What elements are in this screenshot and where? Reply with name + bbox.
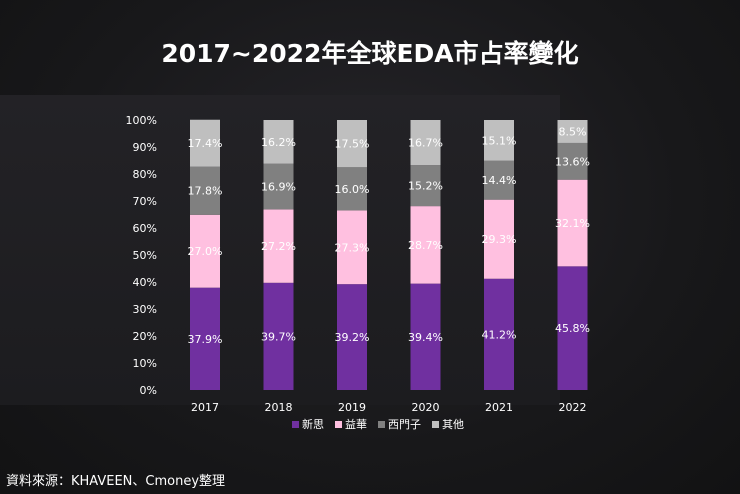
legend-swatch: [292, 421, 299, 428]
bar-segment: [190, 166, 220, 215]
y-tick-label: 90%: [133, 141, 157, 154]
data-label: 16.7%: [408, 137, 443, 150]
bar-segment: [190, 119, 220, 167]
data-label: 13.6%: [555, 155, 590, 168]
data-label: 17.8%: [188, 185, 223, 198]
bar-segment: [410, 120, 441, 166]
bar-segment: [484, 199, 514, 279]
y-tick-label: 20%: [133, 330, 157, 343]
bar-segment: [263, 163, 294, 210]
data-label: 39.7%: [261, 330, 296, 343]
legend-swatch: [432, 421, 439, 428]
bar-segment: [263, 120, 294, 164]
bar-segment: [337, 120, 367, 168]
bar-segment: [410, 283, 441, 390]
legend-label: 新思: [302, 417, 324, 431]
bar-segment: [337, 210, 367, 285]
data-label: 17.5%: [335, 138, 370, 151]
x-tick-label: 2018: [265, 401, 293, 414]
data-label: 39.4%: [408, 331, 443, 344]
legend-label: 益華: [345, 417, 367, 431]
data-label: 14.4%: [482, 174, 517, 187]
y-tick-label: 50%: [133, 249, 157, 262]
bar-segment: [484, 278, 514, 390]
bar-segment: [410, 165, 441, 207]
y-tick-label: 100%: [126, 114, 157, 127]
data-label: 15.1%: [482, 134, 517, 147]
y-tick-label: 30%: [133, 303, 157, 316]
bar-segment: [190, 287, 220, 390]
data-label: 17.4%: [188, 137, 223, 150]
data-label: 16.9%: [261, 181, 296, 194]
bar-segment: [557, 120, 588, 143]
bar-segment: [484, 160, 514, 200]
data-label: 27.0%: [188, 245, 223, 258]
data-label: 16.2%: [261, 136, 296, 149]
data-label: 27.2%: [261, 240, 296, 253]
y-tick-label: 80%: [133, 168, 157, 181]
y-tick-label: 40%: [133, 276, 157, 289]
bar-segment: [410, 206, 441, 284]
data-label: 15.2%: [408, 180, 443, 193]
chart-title: 2017~2022年全球EDA市占率變化: [161, 39, 579, 68]
bar-segment: [263, 282, 294, 390]
data-label: 27.3%: [335, 241, 370, 254]
data-label: 16.0%: [335, 183, 370, 196]
bar-segment: [263, 209, 294, 283]
legend-swatch: [378, 421, 385, 428]
x-tick-label: 2020: [412, 401, 440, 414]
bar-segment: [190, 214, 220, 288]
y-tick-label: 10%: [133, 357, 157, 370]
x-tick-label: 2021: [485, 401, 513, 414]
y-tick-label: 70%: [133, 195, 157, 208]
data-label: 29.3%: [482, 233, 517, 246]
data-label: 41.2%: [482, 328, 517, 341]
bar-segment: [337, 167, 367, 211]
bar-segment: [557, 266, 588, 390]
data-label: 45.8%: [555, 322, 590, 335]
y-tick-label: 0%: [140, 384, 157, 397]
legend-label: 西門子: [388, 418, 421, 431]
legend-swatch: [335, 421, 342, 428]
bar-segment: [484, 120, 514, 161]
data-label: 37.9%: [188, 333, 223, 346]
data-label: 39.2%: [335, 331, 370, 344]
data-label: 28.7%: [408, 239, 443, 252]
x-tick-label: 2017: [191, 401, 219, 414]
x-tick-label: 2022: [559, 401, 587, 414]
x-tick-label: 2019: [338, 401, 366, 414]
source-note: 資料來源：KHAVEEN、Cmoney整理: [6, 474, 226, 489]
y-tick-label: 60%: [133, 222, 157, 235]
bar-segment: [557, 179, 588, 267]
legend-label: 其他: [442, 418, 464, 431]
bar-segment: [337, 284, 367, 390]
bar-segment: [557, 142, 588, 180]
data-label: 32.1%: [555, 217, 590, 230]
data-label: 8.5%: [559, 125, 587, 138]
